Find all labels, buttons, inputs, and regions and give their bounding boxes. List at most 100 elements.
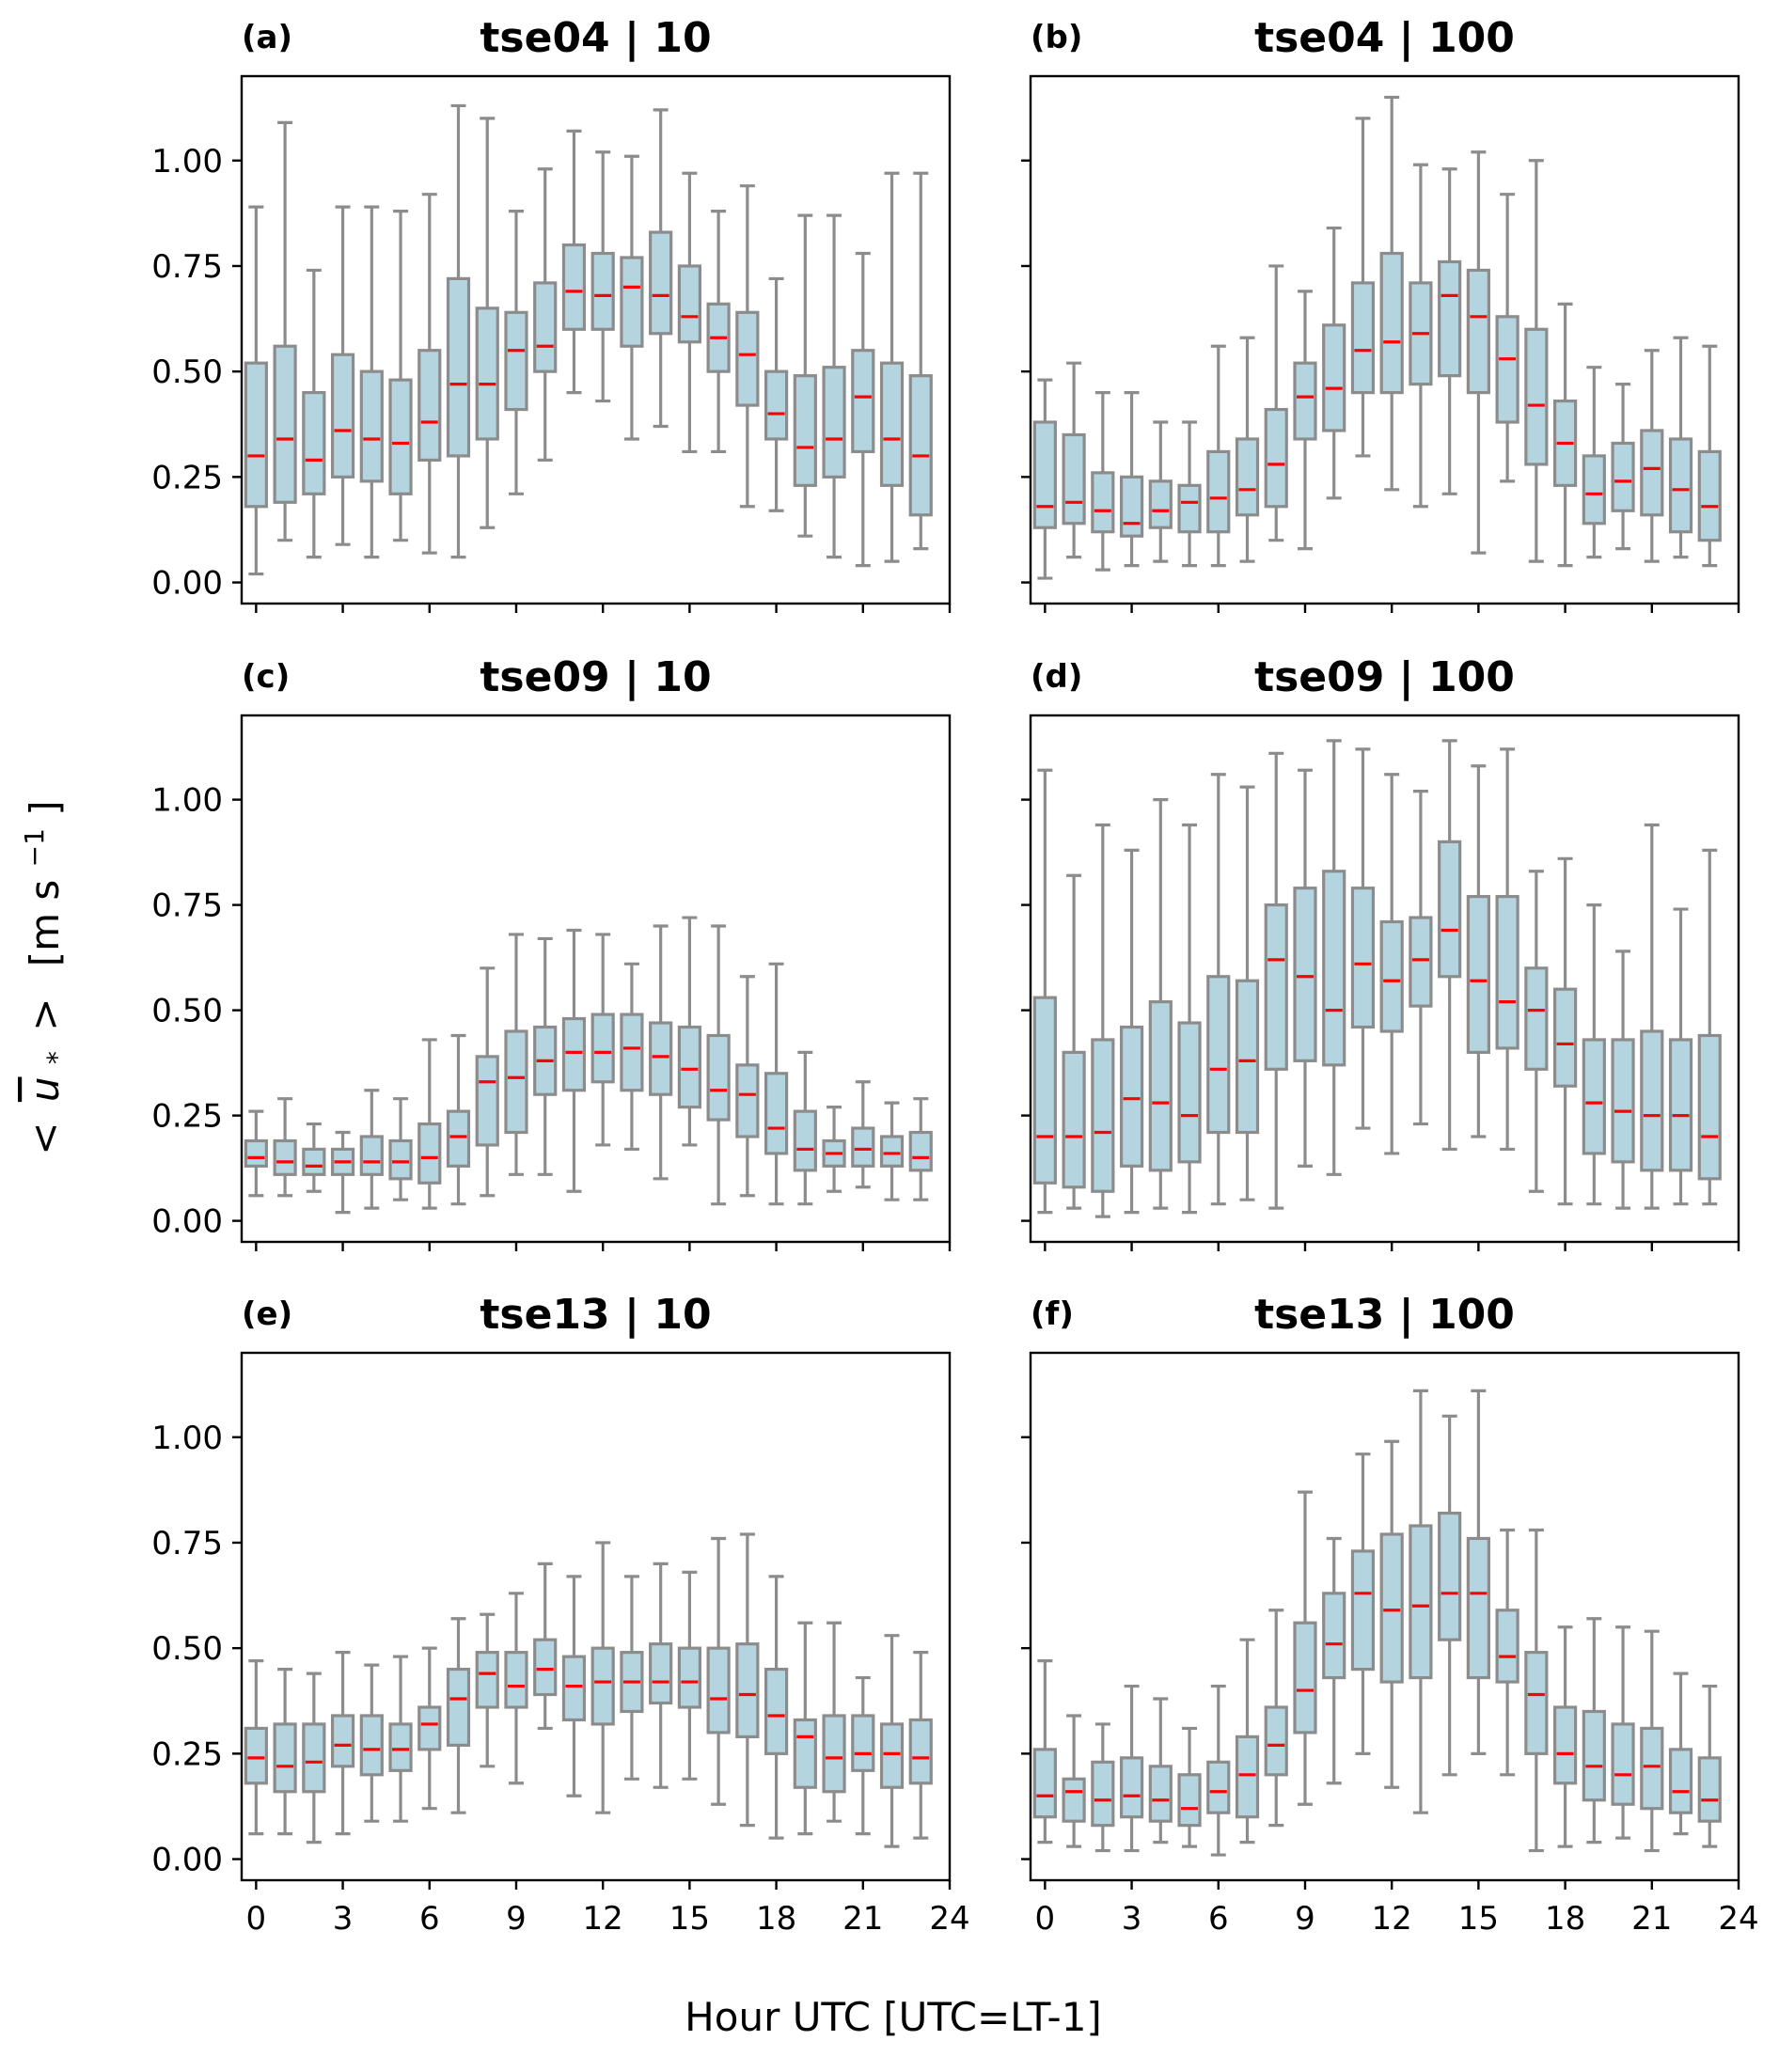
box-hour-20 — [822, 1106, 846, 1193]
x-tick-label: 18 — [1545, 1900, 1585, 1938]
box-iqr — [879, 1722, 905, 1789]
box-iqr — [908, 374, 933, 517]
box-iqr — [735, 1642, 760, 1739]
box-hour-7 — [446, 1033, 471, 1206]
box-iqr — [1206, 449, 1231, 534]
y-axis-label-symbol: u — [22, 1077, 68, 1103]
box-iqr — [244, 1138, 268, 1168]
box-hour-4 — [359, 1663, 384, 1823]
box-iqr — [359, 369, 384, 483]
box-iqr — [851, 349, 875, 454]
box-hour-15 — [677, 1570, 701, 1781]
panel-title: tse04 | 100 — [1254, 14, 1515, 62]
box-iqr — [764, 1667, 789, 1755]
panel-letter: (e) — [242, 1295, 292, 1333]
box-hour-2 — [1091, 1722, 1115, 1853]
box-hour-13 — [1409, 163, 1433, 509]
box-iqr — [388, 378, 413, 495]
x-tick-label: 0 — [1035, 1900, 1056, 1938]
box-iqr — [1177, 1773, 1202, 1828]
box-iqr — [1148, 1000, 1173, 1172]
box-iqr — [1032, 996, 1057, 1185]
box-hour-6 — [1206, 773, 1231, 1206]
box-hour-22 — [1668, 336, 1693, 559]
box-hour-5 — [388, 1097, 413, 1201]
box-iqr — [561, 1655, 587, 1722]
box-iqr — [1091, 1760, 1115, 1828]
box-hour-3 — [1119, 848, 1144, 1215]
box-iqr — [1640, 1029, 1664, 1172]
box-hour-9 — [504, 1592, 528, 1785]
y-tick-label: 0.50 — [151, 353, 223, 391]
plot-frame — [240, 1351, 952, 1882]
box-hour-14 — [649, 108, 673, 429]
box-iqr — [590, 251, 615, 331]
y-tick-label: 1.00 — [151, 143, 223, 181]
box-iqr — [1293, 361, 1317, 441]
box-hour-10 — [1322, 739, 1346, 1176]
box-iqr — [1235, 437, 1260, 517]
box-hour-7 — [1235, 785, 1260, 1201]
box-hour-2 — [302, 1122, 326, 1193]
box-hour-20 — [1611, 950, 1635, 1210]
y-axis-label-unit-exp: −1 — [19, 828, 50, 867]
box-iqr — [475, 1651, 499, 1709]
y-tick-label: 1.00 — [151, 782, 223, 820]
box-iqr — [1350, 1549, 1376, 1672]
box-hour-1 — [273, 1667, 297, 1836]
x-tick-label: 15 — [669, 1900, 710, 1938]
box-hour-11 — [1350, 1452, 1376, 1755]
box-hour-15 — [1466, 764, 1490, 1138]
box-hour-11 — [1350, 117, 1376, 458]
box-iqr — [1062, 1050, 1086, 1189]
box-iqr — [1495, 1609, 1519, 1684]
box-iqr — [764, 369, 789, 441]
box-iqr — [1091, 1038, 1115, 1193]
box-iqr — [1032, 420, 1057, 529]
box-hour-1 — [1062, 873, 1086, 1210]
box-hour-16 — [706, 210, 731, 454]
box-hour-23 — [1697, 848, 1722, 1206]
box-hour-10 — [1322, 226, 1346, 500]
box-hour-10 — [533, 167, 558, 463]
x-tick-label: 15 — [1458, 1900, 1499, 1938]
x-axis-label: Hour UTC [UTC=LT-1] — [685, 1994, 1102, 2040]
box-iqr — [1668, 437, 1693, 534]
box-hour-2 — [1091, 823, 1115, 1218]
box-iqr — [1322, 870, 1346, 1067]
box-iqr — [417, 1705, 442, 1751]
box-iqr — [1552, 987, 1578, 1088]
box-hour-18 — [1552, 302, 1578, 568]
box-hour-13 — [1409, 1389, 1433, 1814]
box-hour-6 — [417, 193, 442, 555]
box-hour-11 — [561, 928, 587, 1193]
box-iqr — [1293, 887, 1317, 1062]
box-hour-13 — [620, 1575, 644, 1781]
box-hour-23 — [1697, 344, 1722, 568]
box-hour-17 — [1524, 1528, 1549, 1853]
panel-letter: (d) — [1031, 658, 1082, 696]
box-iqr — [359, 1714, 384, 1777]
panel-letter: (a) — [242, 19, 292, 56]
box-hour-8 — [475, 1612, 499, 1768]
box-iqr — [475, 1055, 499, 1147]
box-hour-6 — [417, 1038, 442, 1210]
box-hour-23 — [1697, 1684, 1722, 1848]
box-hour-1 — [1062, 361, 1086, 559]
box-iqr — [417, 349, 442, 463]
x-tick-label: 12 — [1372, 1900, 1412, 1938]
box-iqr — [1466, 895, 1490, 1055]
box-hour-8 — [1264, 751, 1288, 1210]
x-tick-label: 21 — [1631, 1900, 1672, 1938]
panel-letter: (f) — [1031, 1295, 1074, 1333]
box-hour-11 — [1350, 747, 1376, 1130]
box-iqr — [475, 306, 499, 441]
box-iqr — [1032, 1748, 1057, 1819]
box-iqr — [302, 1147, 326, 1176]
y-axis-label-subscript: * — [41, 1051, 72, 1064]
box-hour-14 — [1438, 739, 1462, 1152]
plot-frame — [240, 714, 952, 1244]
box-iqr — [504, 1651, 528, 1709]
box-hour-19 — [793, 213, 817, 538]
box-hour-22 — [1668, 1672, 1693, 1836]
